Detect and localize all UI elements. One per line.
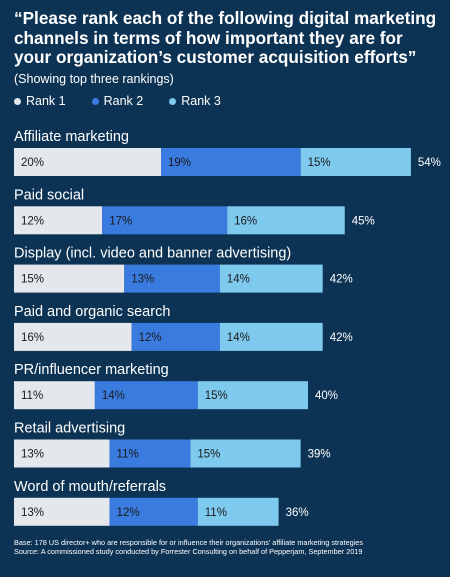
legend-item-rank-3: Rank 3 xyxy=(169,94,221,108)
chart-title-text: “Please rank each of the following digit… xyxy=(14,8,437,67)
segment-value-label: 12% xyxy=(139,332,162,344)
bar-segment xyxy=(300,148,411,176)
segment-value-label: 20% xyxy=(21,157,44,169)
bar-segment xyxy=(14,264,125,293)
total-value-label: 42% xyxy=(330,274,353,286)
bar-segment xyxy=(131,322,220,351)
bar-segment xyxy=(219,322,323,351)
segment-value-label: 12% xyxy=(21,215,44,227)
bar-segment xyxy=(102,206,228,235)
chart-title: “Please rank each of the following digit… xyxy=(14,8,440,89)
bar-segment xyxy=(161,148,301,176)
total-value-label: 42% xyxy=(330,332,353,344)
total-value-label: 54% xyxy=(418,157,441,169)
total-value-label: 36% xyxy=(286,507,309,519)
bar-segment xyxy=(227,206,345,235)
bar-segment xyxy=(197,497,279,526)
footnote-source: Source: A commissioned study conducted b… xyxy=(14,547,363,556)
total-value-label: 40% xyxy=(315,390,338,402)
bar-segment xyxy=(14,497,110,526)
total-value-label: 45% xyxy=(352,215,375,227)
legend-item-rank-1: Rank 1 xyxy=(14,94,66,108)
segment-value-label: 19% xyxy=(168,157,191,169)
segment-value-label: 15% xyxy=(308,157,331,169)
bar-segment xyxy=(14,206,103,235)
category-label: Word of mouth/referrals xyxy=(14,479,166,495)
bar-segment xyxy=(14,439,110,468)
footnote-base: Base: 178 US director+ who are responsib… xyxy=(14,538,364,547)
segment-value-label: 17% xyxy=(109,215,132,227)
category-label: Affiliate marketing xyxy=(14,129,129,145)
bar-segment xyxy=(14,381,95,410)
legend-swatch-rank-1 xyxy=(14,97,21,105)
category-label: Paid and organic search xyxy=(14,304,170,320)
legend-swatch-rank-2 xyxy=(91,97,99,105)
segment-value-label: 16% xyxy=(234,215,257,227)
segment-value-label: 16% xyxy=(21,332,44,344)
segment-value-label: 15% xyxy=(205,390,228,402)
footnotes: Base: 178 US director+ who are responsib… xyxy=(14,538,444,556)
segment-value-label: 15% xyxy=(21,274,44,286)
segment-value-label: 11% xyxy=(117,449,139,461)
legend-label-rank-2: Rank 2 xyxy=(103,94,144,108)
category-label: PR/influencer marketing xyxy=(14,362,169,378)
category-label: Retail advertising xyxy=(14,421,125,437)
bar-segment xyxy=(219,264,323,293)
segment-value-label: 14% xyxy=(227,274,250,286)
segment-value-label: 15% xyxy=(197,449,220,461)
bar-segment xyxy=(109,439,191,468)
segment-value-label: 11% xyxy=(21,390,43,402)
legend-label-rank-3: Rank 3 xyxy=(181,94,221,108)
bar-segment xyxy=(14,322,132,351)
legend-label-rank-1: Rank 1 xyxy=(26,94,66,108)
segment-value-label: 13% xyxy=(21,507,44,519)
chart-subtitle: (Showing top three rankings) xyxy=(14,71,174,86)
legend-swatch-rank-3 xyxy=(169,97,177,105)
category-label: Display (incl. video and banner advertis… xyxy=(14,246,291,262)
legend-item-rank-2: Rank 2 xyxy=(91,94,144,108)
bar-segment xyxy=(124,264,220,293)
bar-segment xyxy=(109,497,198,526)
total-value-label: 39% xyxy=(308,449,331,461)
segment-value-label: 13% xyxy=(21,449,44,461)
segment-value-label: 14% xyxy=(102,390,125,402)
bar-segment xyxy=(94,381,198,410)
bar-segment xyxy=(190,439,301,468)
segment-value-label: 14% xyxy=(227,332,250,344)
segment-value-label: 11% xyxy=(205,507,227,519)
bar-segment xyxy=(14,148,161,176)
segment-value-label: 12% xyxy=(117,507,140,519)
segment-value-label: 13% xyxy=(131,274,154,286)
bar-segment xyxy=(197,381,308,410)
chart-legend: Rank 1 Rank 2 Rank 3 xyxy=(14,94,221,108)
category-label: Paid social xyxy=(14,187,84,203)
